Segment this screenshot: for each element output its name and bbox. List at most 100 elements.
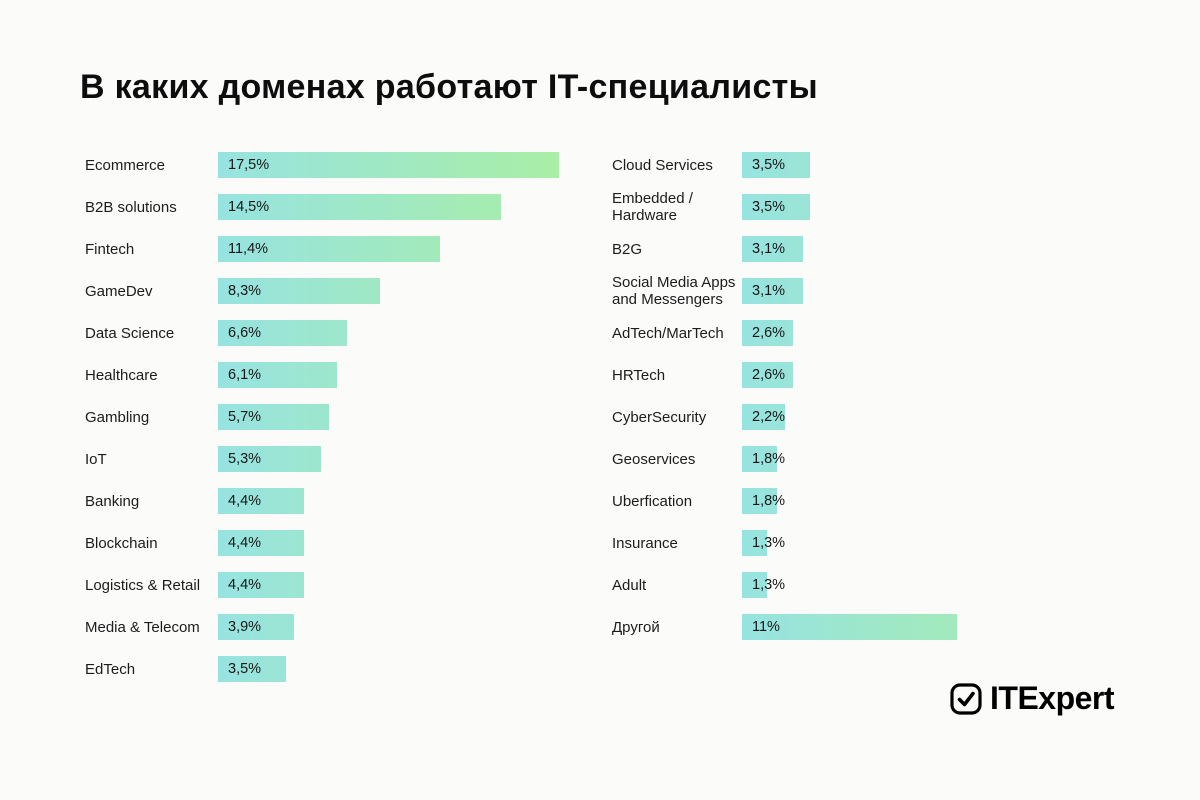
brand-name: ITExpert [990, 680, 1115, 716]
value-label: 5,3% [228, 451, 262, 467]
bar [742, 152, 811, 178]
value-label: 1,3% [752, 577, 786, 593]
chart-row: Social Media Apps and Messengers 3,1% [612, 274, 1117, 308]
chart-row: GameDev 8,3% [85, 278, 580, 304]
chart-column-left: Ecommerce 17,5% B2B solutions 14,5% Fintech 1… [85, 152, 580, 698]
category-label: Geoservices [612, 450, 696, 468]
bar [218, 488, 304, 514]
value-label: 4,4% [228, 535, 262, 551]
value-label: 3,9% [228, 619, 262, 635]
chart-row: Geoservices 1,8% [612, 446, 1117, 472]
bar [742, 446, 778, 472]
chart-row: Fintech 11,4% [85, 236, 580, 262]
category-label: Ecommerce [85, 156, 166, 174]
category-label: Другой [612, 618, 660, 636]
category-label: Embedded / Hardware [612, 190, 693, 224]
bar [218, 362, 337, 388]
value-label: 2,6% [752, 367, 786, 383]
bar-track: 5,7% [218, 404, 580, 430]
bar [742, 488, 778, 514]
bar-track: 4,4% [218, 572, 580, 598]
chart-row: B2B solutions 14,5% [85, 194, 580, 220]
bar-track: 8,3% [218, 278, 580, 304]
chart-row: Data Science 6,6% [85, 320, 580, 346]
bar [218, 152, 560, 178]
bar-track: 5,3% [218, 446, 580, 472]
chart-row: Cloud Services 3,5% [612, 152, 1117, 178]
bar-track: 1,8% [742, 446, 1117, 472]
bar [218, 320, 347, 346]
bar-track: 11,4% [218, 236, 580, 262]
value-label: 3,5% [228, 661, 262, 677]
value-label: 3,5% [752, 199, 786, 215]
category-label: Social Media Apps and Messengers [612, 274, 736, 308]
category-label: Banking [85, 492, 140, 510]
bar [218, 194, 501, 220]
bar-track: 3,1% [742, 278, 1117, 304]
chart-row: CyberSecurity 2,2% [612, 404, 1117, 430]
category-label: Cloud Services [612, 156, 713, 174]
chart-row: Blockchain 4,4% [85, 530, 580, 556]
bar [218, 404, 330, 430]
chart-row: Healthcare 6,1% [85, 362, 580, 388]
bar-track: 6,1% [218, 362, 580, 388]
bar-track: 3,5% [742, 152, 1117, 178]
value-label: 1,8% [752, 451, 786, 467]
value-label: 4,4% [228, 493, 262, 509]
bar [742, 530, 768, 556]
bar-track: 3,5% [742, 194, 1117, 220]
chart-row: AdTech/MarTech 2,6% [612, 320, 1117, 346]
value-label: 2,2% [752, 409, 786, 425]
category-label: B2G [612, 240, 643, 258]
bar [742, 278, 803, 304]
bar-track: 1,3% [742, 530, 1117, 556]
value-label: 1,3% [752, 535, 786, 551]
bar [742, 404, 785, 430]
bar-track: 2,6% [742, 320, 1117, 346]
chart-row: Banking 4,4% [85, 488, 580, 514]
brand-logo: ITExpert [948, 680, 1115, 717]
page-title: В каких доменах работают IT-специалисты [80, 68, 818, 106]
bar [742, 194, 811, 220]
bar [218, 446, 322, 472]
bar-track: 3,5% [218, 656, 580, 682]
category-label: AdTech/MarTech [612, 324, 724, 342]
bar [742, 362, 793, 388]
value-label: 5,7% [228, 409, 262, 425]
value-label: 8,3% [228, 283, 262, 299]
bar-track: 2,6% [742, 362, 1117, 388]
category-label: Healthcare [85, 366, 158, 384]
category-label: Gambling [85, 408, 150, 426]
value-label: 6,6% [228, 325, 262, 341]
value-label: 2,6% [752, 325, 786, 341]
bar-track: 11% [742, 614, 1117, 640]
bar-track: 14,5% [218, 194, 580, 220]
category-label: Uberfication [612, 492, 693, 510]
value-label: 17,5% [228, 157, 270, 173]
chart-row: Insurance 1,3% [612, 530, 1117, 556]
bar-track: 3,9% [218, 614, 580, 640]
bar [218, 530, 304, 556]
category-label: Insurance [612, 534, 678, 552]
chart-column-right: Cloud Services 3,5% Embedded / Hardware 3,5… [612, 152, 1117, 656]
chart-row: HRTech 2,6% [612, 362, 1117, 388]
category-label: B2B solutions [85, 198, 177, 216]
value-label: 14,5% [228, 199, 270, 215]
category-label: Blockchain [85, 534, 158, 552]
bar-track: 4,4% [218, 488, 580, 514]
bar [218, 572, 304, 598]
category-label: IoT [85, 450, 107, 468]
bar [218, 614, 294, 640]
bar [742, 614, 957, 640]
bar-track: 3,1% [742, 236, 1117, 262]
value-label: 11% [752, 619, 780, 635]
value-label: 6,1% [228, 367, 262, 383]
value-label: 3,1% [752, 283, 786, 299]
bar [218, 656, 287, 682]
category-label: GameDev [85, 282, 153, 300]
chart-row: Logistics & Retail 4,4% [85, 572, 580, 598]
bar [218, 236, 441, 262]
checkbox-check-icon [948, 681, 984, 717]
bar-track: 1,3% [742, 572, 1117, 598]
category-label: Media & Telecom [85, 618, 200, 636]
